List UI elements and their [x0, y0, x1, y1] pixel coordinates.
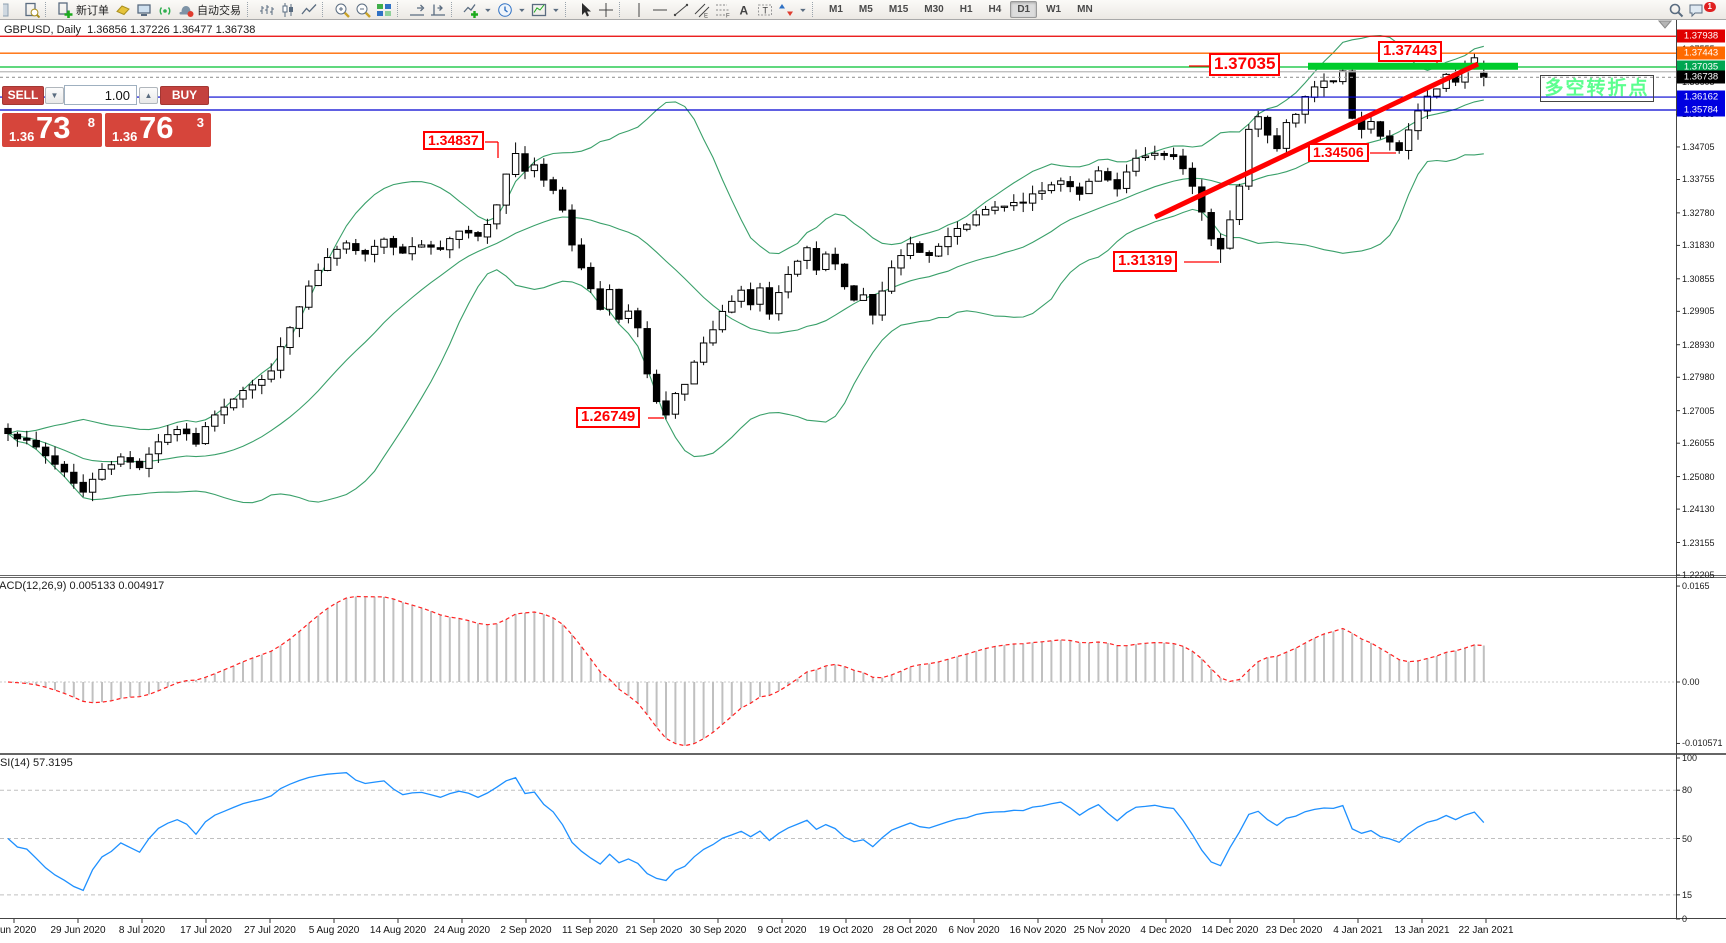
timeframe-button-m15[interactable]: M15 — [888, 4, 909, 15]
svg-text:A: A — [739, 3, 748, 17]
pane-borders — [0, 18, 1726, 919]
toolbar-new-order-label[interactable]: 新订单 — [76, 4, 109, 17]
toolbar-indicators-dropdown-caret[interactable] — [481, 1, 494, 18]
toolbar-templates-icon[interactable] — [528, 1, 549, 18]
toolbar-periodicity-clock-icon[interactable] — [494, 1, 515, 18]
toolbar-separator — [45, 2, 51, 17]
toolbar-separator — [397, 2, 403, 17]
toolbar-chart-shift-icon[interactable] — [427, 1, 448, 18]
lot-decrease-button[interactable]: ▼ — [45, 87, 64, 104]
toolbar-crosshair-icon[interactable] — [595, 1, 616, 18]
toolbar-separator — [812, 2, 818, 17]
buy-button[interactable]: BUY — [160, 86, 209, 105]
bollinger-bands — [7, 34, 1484, 504]
ask-price-tile[interactable]: 1.36 76 3 — [105, 110, 211, 147]
ask-price-prefix: 1.36 — [112, 129, 138, 144]
toolbar-chart-bars-icon[interactable] — [256, 1, 277, 18]
toolbar-deposit-icon[interactable] — [112, 1, 133, 18]
svg-text:F: F — [726, 13, 730, 18]
ask-price-big-digits: 76 — [139, 110, 174, 145]
toolbar-separator — [247, 2, 253, 17]
timeframe-button-h4[interactable]: H4 — [988, 4, 1002, 15]
bid-price-tile[interactable]: 1.36 73 8 — [2, 110, 102, 147]
rsi-pane — [0, 772, 1676, 896]
ask-price-pipette: 3 — [196, 115, 204, 130]
toolbar-separator — [322, 2, 328, 17]
toolbar-fibonacci-icon[interactable]: F — [712, 1, 733, 18]
bid-price-prefix: 1.36 — [9, 129, 35, 144]
toolbar-arrow-objects-icon[interactable] — [775, 1, 796, 18]
toolbar-indicators-icon[interactable] — [460, 1, 481, 18]
annotation-callout-lines — [485, 58, 1438, 419]
notification-badge[interactable]: 1 — [1703, 1, 1716, 12]
toolbar-chart-line-icon[interactable] — [298, 1, 319, 18]
toolbar-templates-dropdown-caret[interactable] — [549, 1, 562, 18]
toolbar-vertical-line-icon[interactable] — [628, 1, 649, 18]
svg-text:T: T — [762, 5, 768, 15]
timeframe-button-d1[interactable]: D1 — [1010, 1, 1038, 18]
toolbar-trend-line-icon[interactable] — [670, 1, 691, 18]
toolbar-autotrade-label[interactable]: 自动交易 — [197, 4, 241, 17]
lot-size-input[interactable]: 1.00 — [64, 85, 137, 105]
lot-increase-button[interactable]: ▲ — [139, 87, 158, 104]
toolbar-text-label-icon[interactable]: T — [754, 1, 775, 18]
macd-pane — [0, 595, 1676, 747]
toolbar-new-order-icon[interactable] — [54, 1, 75, 18]
timeframe-button-m1[interactable]: M1 — [829, 4, 843, 15]
timeframe-button-m30[interactable]: M30 — [924, 4, 944, 15]
candlesticks — [4, 53, 1488, 502]
sell-button[interactable]: SELL — [2, 86, 44, 105]
toolbar-right-group: 1 — [1666, 1, 1720, 18]
axis-tick-marks — [13, 48, 1680, 923]
main-toolbar: 新订单 自动交易 E F A T M1 M5 M15 M30 H1 H4 D1 W1 MN 1 — [0, 0, 1726, 20]
ascending-trendline — [1153, 61, 1480, 220]
toolbar-separator — [451, 2, 457, 17]
bid-price-pipette: 8 — [87, 115, 95, 130]
toolbar-chat-icon[interactable] — [1687, 1, 1708, 18]
toolbar-zoom-out-icon[interactable] — [352, 1, 373, 18]
toolbar-separator — [619, 2, 625, 17]
toolbar-cursor-icon[interactable] — [574, 1, 595, 18]
bid-price-big-digits: 73 — [36, 110, 71, 145]
toolbar-periodicity-clock-dropdown-caret[interactable] — [515, 1, 528, 18]
toolbar-autoscroll-icon[interactable] — [406, 1, 427, 18]
timeframe-button-mn[interactable]: MN — [1077, 4, 1093, 15]
toolbar-equidistant-channel-icon[interactable]: E — [691, 1, 712, 18]
toolbar-horizontal-line-icon[interactable] — [649, 1, 670, 18]
chart-shift-marker — [1657, 20, 1673, 29]
toolbar-partial-icon[interactable] — [0, 1, 21, 18]
one-click-trading-panel: SELL ▼ 1.00 ▲ BUY 1.36 73 8 1.36 76 3 — [0, 42, 213, 147]
toolbar-chart-candles-icon[interactable] — [277, 1, 298, 18]
toolbar-zoom-in-icon[interactable] — [331, 1, 352, 18]
toolbar-separator — [565, 2, 571, 17]
toolbar-signals-icon[interactable] — [154, 1, 175, 18]
toolbar-tile-windows-icon[interactable] — [373, 1, 394, 18]
toolbar-text-icon[interactable]: A — [733, 1, 754, 18]
toolbar-search-icon[interactable] — [1666, 1, 1687, 18]
toolbar-autotrade-icon[interactable] — [175, 1, 196, 18]
timeframe-button-m5[interactable]: M5 — [858, 4, 873, 15]
toolbar-doc-mag-icon[interactable] — [21, 1, 42, 18]
chart-symbol-ohlc-label: GBPUSD, Daily 1.36856 1.37226 1.36477 1.… — [4, 24, 256, 36]
toolbar-terminal-icon[interactable] — [133, 1, 154, 18]
timeframe-button-w1[interactable]: W1 — [1046, 4, 1062, 15]
svg-text:E: E — [704, 13, 708, 18]
toolbar-arrow-objects-dropdown-caret[interactable] — [796, 1, 809, 18]
timeframe-button-h1[interactable]: H1 — [959, 4, 973, 15]
